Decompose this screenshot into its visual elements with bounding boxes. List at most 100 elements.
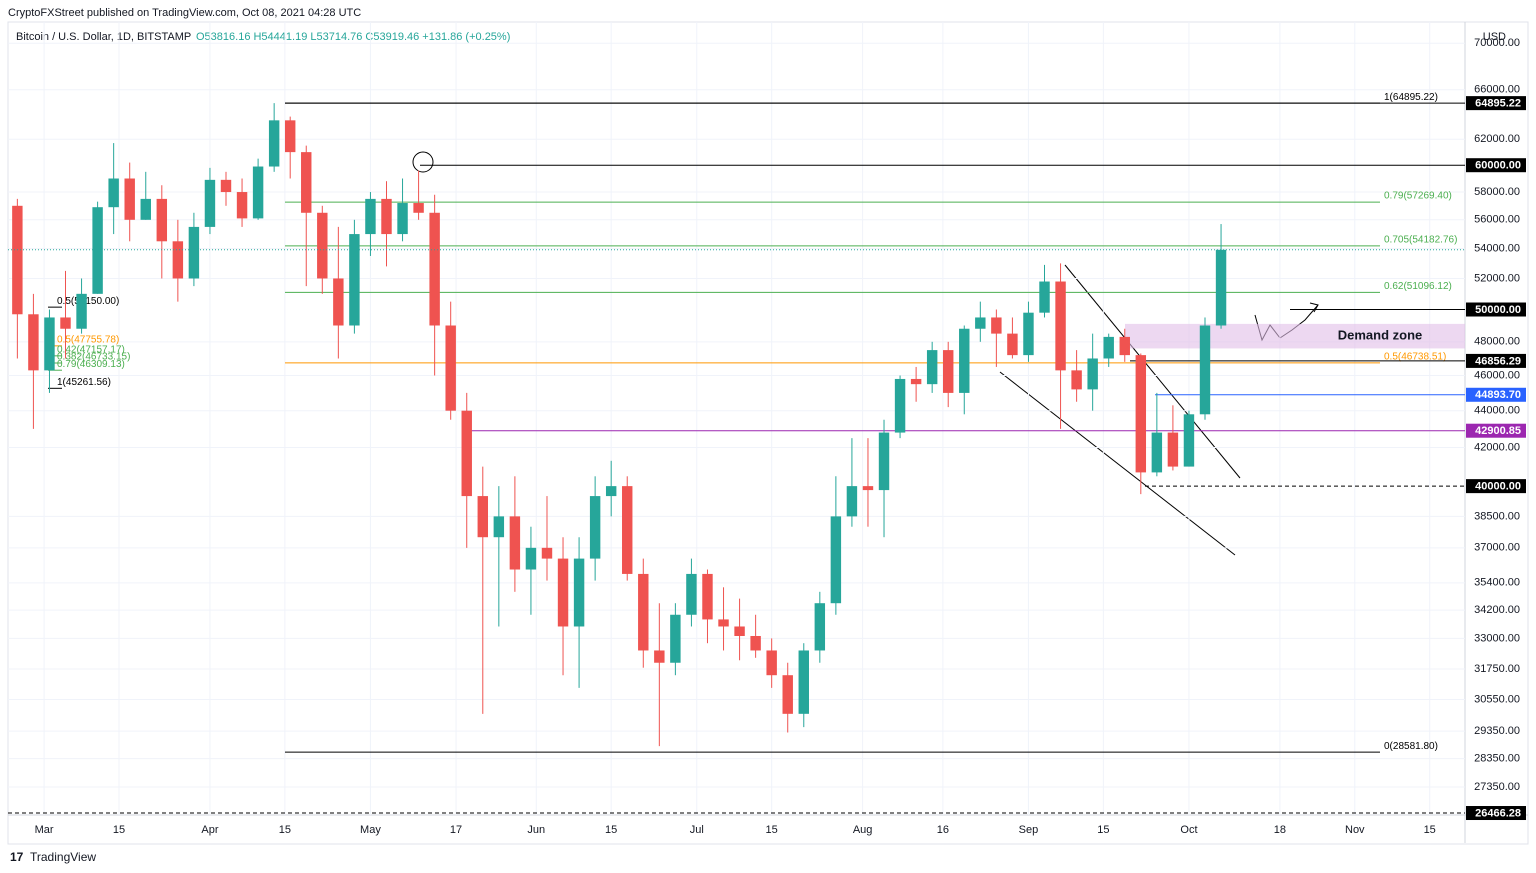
candle-body	[509, 516, 521, 570]
candle-body	[1215, 249, 1227, 326]
drawings	[412, 151, 1319, 556]
candle-body	[846, 486, 858, 517]
candle-body	[1039, 281, 1050, 313]
candle-body	[589, 496, 601, 559]
y-tick-label: 56000.00	[1474, 214, 1520, 226]
y-tick-label: 42000.00	[1474, 441, 1520, 453]
y-tick-label: 29350.00	[1474, 725, 1520, 737]
y-tick-label: 30550.00	[1474, 693, 1520, 705]
candle-body	[317, 212, 328, 279]
trend-line	[999, 371, 1236, 556]
demand-zone-label: Demand zone	[1338, 328, 1423, 343]
price-tag	[1466, 353, 1526, 368]
published: CryptoFXStreet published on TradingView.…	[8, 7, 361, 19]
x-tick-label: 15	[279, 824, 291, 836]
price-tag	[1466, 479, 1526, 494]
candle-body	[622, 486, 633, 574]
x-tick-label: 16	[937, 824, 949, 836]
candle-body	[862, 486, 874, 491]
candle-body	[172, 241, 184, 279]
x-tick-label: Mar	[35, 824, 54, 836]
candle-body	[284, 120, 296, 153]
fib-label: 0.705(54182.76)	[1384, 235, 1457, 246]
demand-zone	[1125, 323, 1465, 349]
candle-body	[894, 378, 906, 433]
x-tick-label: Jul	[690, 824, 704, 836]
candle-body	[1167, 432, 1179, 467]
circle-marker	[412, 151, 434, 173]
candle-body	[782, 675, 793, 714]
x-tick-label: 15	[1424, 824, 1436, 836]
x-tick-label: 18	[1274, 824, 1286, 836]
candle-body	[1007, 333, 1018, 356]
small-fib-label: 0.5(47755.78)	[57, 334, 119, 345]
y-tick-label: 37000.00	[1474, 542, 1520, 554]
candle-body	[910, 378, 922, 385]
small-fib-label: 0.5(50150.00)	[57, 296, 119, 307]
candle-body	[734, 626, 745, 636]
price-tag-label: 42900.85	[1475, 425, 1521, 437]
candle-body	[1151, 432, 1163, 473]
candle-body	[1119, 336, 1130, 356]
candle-body	[349, 234, 360, 326]
candle-body	[220, 179, 232, 193]
candle-body	[750, 635, 761, 651]
y-tick-label: 54000.00	[1474, 243, 1520, 255]
candle-body	[1135, 355, 1147, 473]
price-tag-label: 40000.00	[1475, 481, 1521, 493]
candle-body	[654, 650, 665, 663]
candle-body	[1087, 358, 1098, 390]
candle-body	[381, 198, 392, 235]
candle-body	[541, 547, 553, 559]
x-tick-label: Jun	[527, 824, 545, 836]
candle-body	[878, 432, 890, 491]
candle-body	[991, 317, 1002, 334]
y-tick-label: 62000.00	[1474, 133, 1520, 145]
y-tick-label: 58000.00	[1474, 186, 1520, 198]
candle-body	[1183, 414, 1195, 467]
currency: USD	[1483, 31, 1506, 43]
candle-body	[60, 317, 71, 329]
price-tag-label: 26466.28	[1475, 807, 1521, 819]
candle-body	[686, 573, 697, 615]
candle-body	[140, 198, 151, 220]
candle-body	[236, 192, 248, 219]
candle-body	[12, 205, 23, 315]
y-tick-label: 34200.00	[1474, 604, 1520, 616]
fib-label: 0(28581.80)	[1384, 741, 1438, 752]
price-tag-label: 50000.00	[1475, 304, 1521, 316]
y-tick-label: 38500.00	[1474, 510, 1520, 522]
candle-body	[124, 178, 135, 220]
candle-body	[718, 619, 729, 627]
x-tick-label: Apr	[201, 824, 218, 836]
fib-label: 0.62(51096.12)	[1384, 281, 1452, 292]
x-tick-label: Aug	[853, 824, 873, 836]
brand-icon: 17	[10, 850, 24, 864]
candle-body	[702, 573, 713, 620]
price-tag	[1466, 423, 1526, 438]
price-tag-label: 46856.29	[1475, 355, 1521, 367]
arrow-head	[1309, 302, 1319, 313]
price-tag	[1466, 302, 1526, 317]
small-fib-label: 0.42(47157.17)	[57, 344, 125, 355]
candle-body	[44, 317, 55, 371]
x-tick-label: Oct	[1180, 824, 1197, 836]
candle-body	[397, 203, 408, 235]
candle-body	[557, 558, 569, 627]
trend-line	[1064, 264, 1241, 479]
brand: TradingView	[30, 850, 96, 864]
candle-body	[1055, 281, 1066, 371]
y-tick-label: 46000.00	[1474, 369, 1520, 381]
candle-body	[830, 516, 842, 604]
candle-body	[413, 203, 424, 213]
y-tick-label: 35400.00	[1474, 577, 1520, 589]
y-tick-label: 66000.00	[1474, 84, 1520, 96]
x-tick-label: 15	[1097, 824, 1109, 836]
candle-body	[76, 293, 87, 329]
y-tick-label: 27350.00	[1474, 781, 1520, 793]
frame	[7, 21, 1529, 845]
candle-body	[493, 516, 505, 538]
candle-body	[942, 350, 954, 393]
candle-body	[429, 212, 440, 326]
candle-body	[445, 325, 456, 411]
